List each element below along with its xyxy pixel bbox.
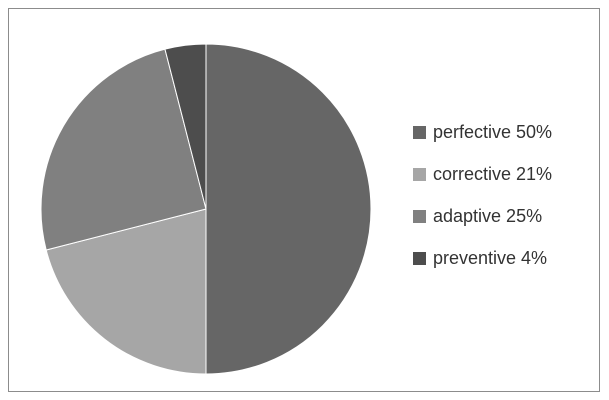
pie-slice-preventive	[164, 43, 207, 210]
pie-slice-perfective	[205, 43, 372, 375]
legend-swatch-corrective	[413, 168, 426, 181]
legend-swatch-preventive	[413, 252, 426, 265]
legend-swatch-adaptive	[413, 210, 426, 223]
legend-label-corrective: corrective 21%	[433, 164, 552, 184]
pie-slice-corrective	[45, 208, 207, 375]
chart-area: perfective 50% corrective 21% adaptive 25%…	[8, 8, 600, 392]
legend-swatch-perfective	[413, 126, 426, 139]
pie-slices	[40, 43, 372, 375]
legend-label-preventive: preventive 4%	[433, 248, 547, 268]
pie-chart: perfective 50% corrective 21% adaptive 25%…	[40, 43, 552, 375]
legend: perfective 50% corrective 21% adaptive 25%…	[413, 122, 552, 268]
legend-label-adaptive: adaptive 25%	[433, 206, 542, 226]
legend-item-perfective: perfective 50%	[413, 122, 552, 142]
legend-item-corrective: corrective 21%	[413, 164, 552, 184]
legend-label-perfective: perfective 50%	[433, 122, 552, 142]
legend-item-adaptive: adaptive 25%	[413, 206, 542, 226]
pie-slice-adaptive	[40, 48, 207, 251]
legend-item-preventive: preventive 4%	[413, 248, 547, 268]
